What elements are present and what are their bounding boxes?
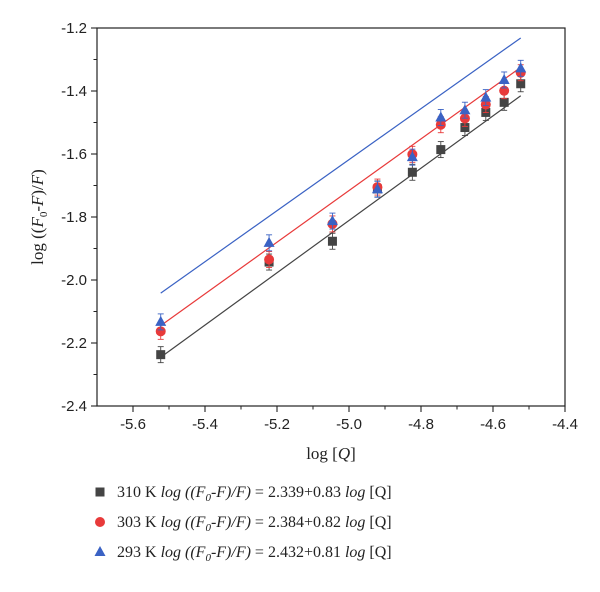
- y-tick-label: -2.4: [61, 398, 87, 415]
- axis-ticks: [91, 27, 566, 412]
- x-tick-label: -4.4: [552, 416, 578, 433]
- data-point: [155, 326, 166, 337]
- y-tick-label: -1.6: [61, 146, 87, 163]
- x-tick-label: -5.4: [192, 416, 218, 433]
- data-point: [435, 111, 447, 122]
- fit-line: [160, 95, 522, 358]
- data-point: [264, 254, 275, 265]
- data-point: [499, 97, 509, 107]
- legend-entry: 310 K log ((F0-F)/F) = 2.339+0.83 log [Q…: [117, 484, 392, 504]
- data-point: [327, 236, 337, 246]
- data-points: [155, 59, 527, 364]
- legend-marker: [95, 487, 105, 497]
- y-tick-label: -1.4: [61, 83, 87, 100]
- legend-entry: 293 K log ((F0-F)/F) = 2.432+0.81 log [Q…: [117, 544, 392, 564]
- fit-line: [160, 66, 522, 327]
- data-point: [371, 183, 383, 194]
- x-tick-label: -5.0: [336, 416, 362, 433]
- x-tick-label: -5.2: [264, 416, 290, 433]
- y-tick-label: -2.2: [61, 335, 87, 352]
- data-point: [156, 350, 166, 360]
- x-axis-title: log [Q]: [306, 444, 356, 463]
- data-point: [406, 151, 418, 162]
- data-point: [460, 123, 470, 133]
- legend-marker: [94, 546, 106, 556]
- data-point: [326, 215, 338, 226]
- x-tick-labels: -5.6 -5.4 -5.2 -5.0 -4.8 -4.6 -4.4: [120, 416, 578, 433]
- y-axis-title: log ((F0-F)/F): [28, 169, 50, 265]
- y-tick-label: -2.0: [61, 272, 87, 289]
- plot-area: [96, 27, 566, 407]
- x-tick-label: -5.6: [120, 416, 146, 433]
- legend-marker: [95, 517, 105, 527]
- legend-entry: 303 K log ((F0-F)/F) = 2.384+0.82 log [Q…: [117, 514, 392, 534]
- x-tick-label: -4.6: [480, 416, 506, 433]
- data-point: [263, 236, 275, 247]
- data-point: [459, 104, 471, 115]
- data-point: [498, 73, 510, 84]
- data-point: [480, 91, 492, 102]
- x-tick-label: -4.8: [408, 416, 434, 433]
- fit-lines: [160, 37, 522, 358]
- y-tick-label: -1.8: [61, 209, 87, 226]
- data-point: [516, 79, 526, 89]
- y-tick-label: -1.2: [61, 20, 87, 37]
- data-point: [436, 145, 446, 155]
- data-point: [155, 315, 167, 326]
- data-point: [407, 167, 417, 177]
- legend: 310 K log ((F0-F)/F) = 2.339+0.83 log [Q…: [94, 484, 392, 564]
- fit-line: [160, 37, 522, 294]
- data-point: [515, 62, 527, 73]
- y-tick-labels: -1.2 -1.4 -1.6 -1.8 -2.0 -2.2 -2.4: [61, 20, 87, 415]
